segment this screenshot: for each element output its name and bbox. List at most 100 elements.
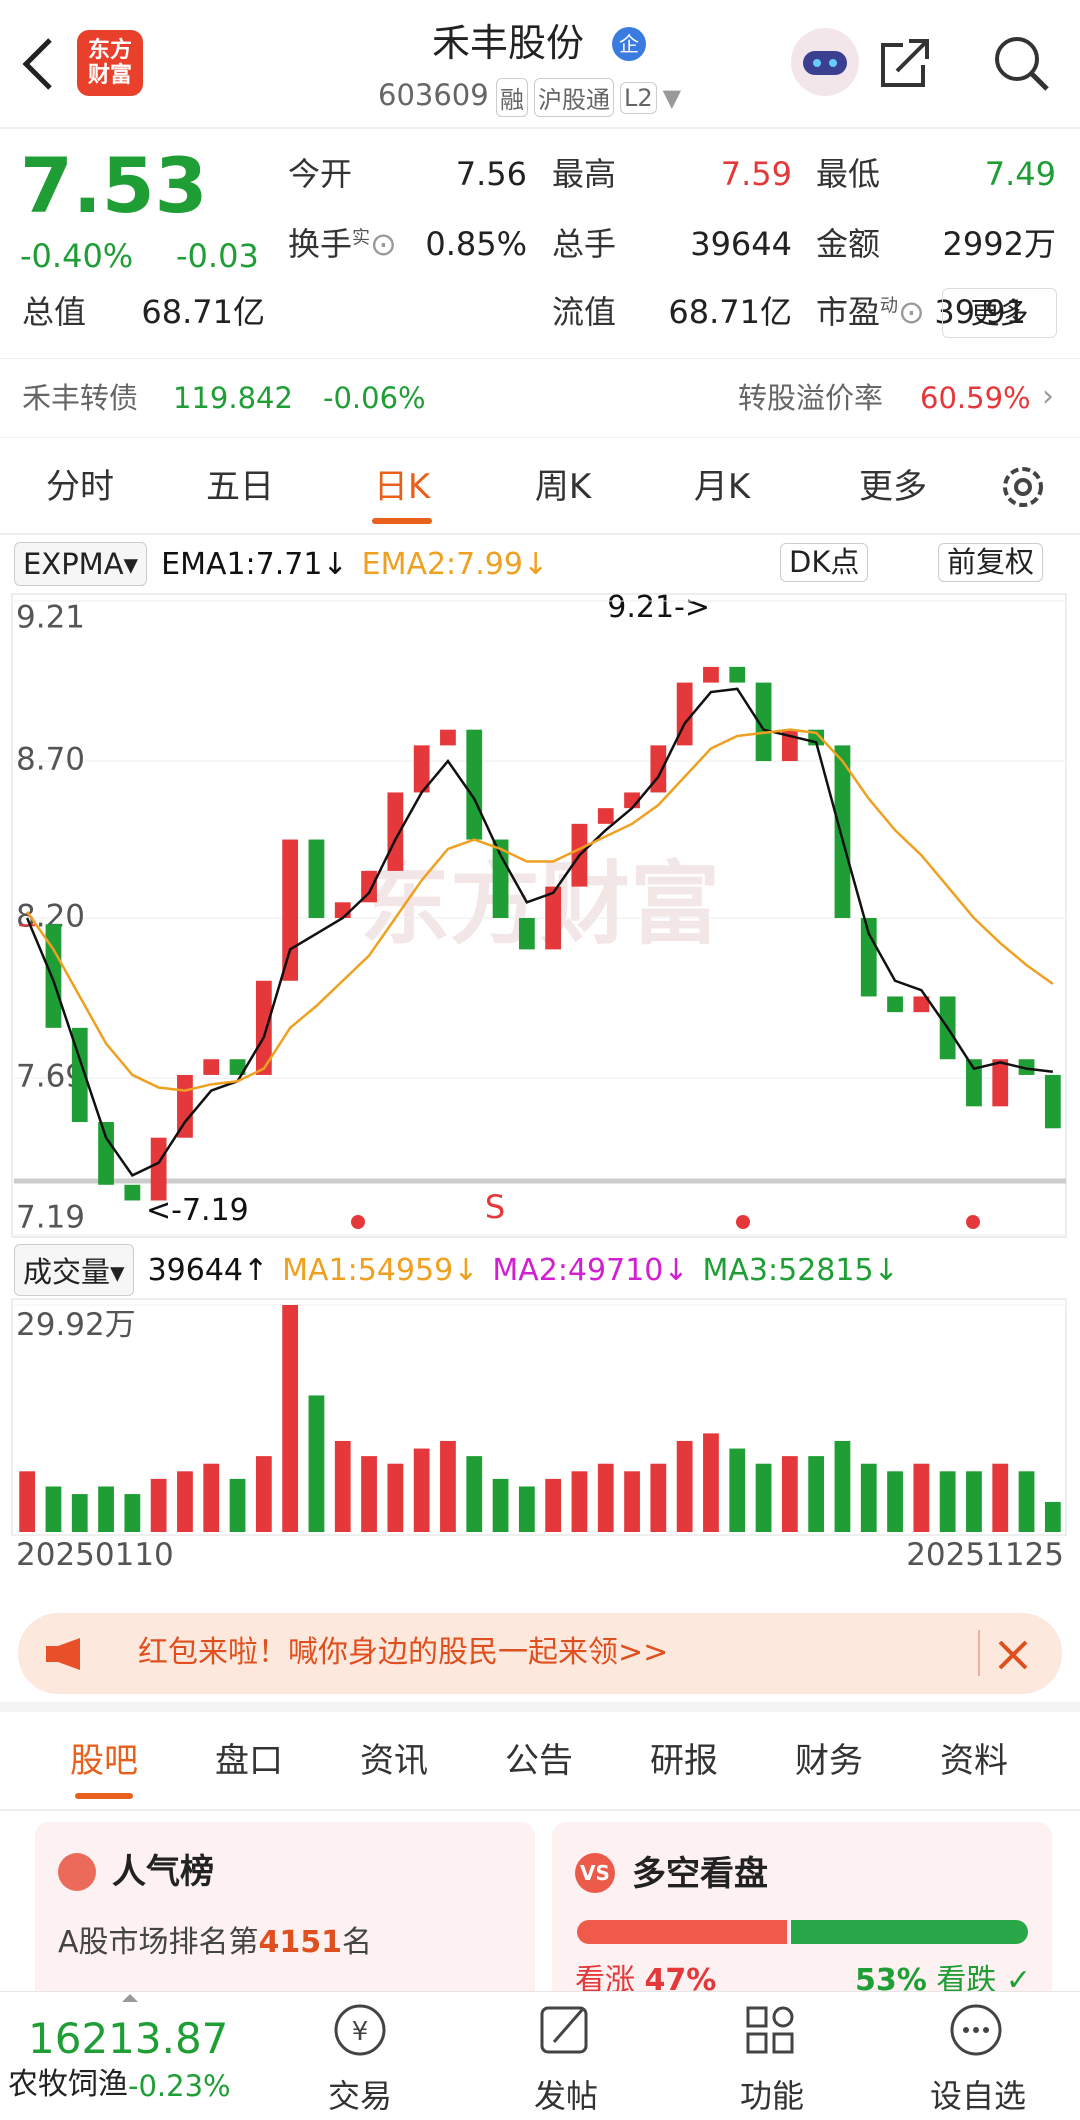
- section-tab[interactable]: 资讯: [360, 1741, 428, 1781]
- field-value: 2992万: [942, 225, 1056, 263]
- volume-bar: [1018, 1471, 1035, 1532]
- signal-dot: [736, 1215, 750, 1229]
- volume-bar: [966, 1471, 982, 1532]
- candle: [992, 1059, 1009, 1107]
- period-tab[interactable]: 日K: [373, 467, 431, 507]
- price-legend: EXPMA▾ EMA1:7.71↓ EMA2:7.99↓: [14, 542, 548, 586]
- ema-line: [25, 687, 1053, 1177]
- candle: [229, 1059, 246, 1075]
- dk-button[interactable]: DK点: [780, 543, 869, 582]
- index-change: -0.23%: [128, 2069, 231, 2103]
- volume-bar: [413, 1448, 430, 1532]
- nav-label[interactable]: 交易: [327, 2077, 392, 2115]
- sentiment-title: 多空看盘: [632, 1854, 768, 1894]
- y-tick-label: 9.21: [16, 600, 85, 636]
- rank-suffix: 名: [342, 1925, 373, 1960]
- candle: [966, 1059, 982, 1107]
- section-tab[interactable]: 盘口: [215, 1741, 283, 1781]
- nav-label[interactable]: 发帖: [533, 2077, 598, 2115]
- separator: [978, 1630, 980, 1676]
- candle: [466, 729, 483, 840]
- period-tab[interactable]: 周K: [534, 467, 592, 507]
- period-tab[interactable]: 五日: [206, 467, 274, 507]
- premium-label: 转股溢价率: [738, 381, 884, 415]
- field-label: 今开: [288, 155, 353, 193]
- candle: [729, 666, 746, 683]
- section-tab[interactable]: 资料: [940, 1741, 1008, 1781]
- section-tab[interactable]: 股吧: [70, 1741, 138, 1781]
- change: -0.03: [176, 237, 259, 275]
- up-triangle: [122, 1994, 138, 2002]
- banner-text: 红包来啦！喊你身边的股民一起来领>>: [138, 1635, 669, 1670]
- volume-bar: [518, 1486, 535, 1532]
- bond-row[interactable]: [0, 358, 1080, 438]
- index-value[interactable]: 16213.87: [28, 2014, 229, 2063]
- gap: [0, 1702, 1080, 1712]
- logo[interactable]: 东方 财富: [77, 30, 143, 96]
- more-button[interactable]: 更多: [942, 288, 1057, 338]
- nav-label[interactable]: 功能: [739, 2077, 804, 2115]
- candle: [255, 980, 272, 1075]
- y-tick-label: 29.92万: [16, 1307, 136, 1343]
- vs-icon: VS: [575, 1853, 615, 1893]
- volume-bar: [703, 1433, 719, 1532]
- ema-line: [26, 728, 1054, 1092]
- banner[interactable]: [18, 1613, 1062, 1694]
- adjust-button[interactable]: 前复权: [938, 543, 1044, 582]
- candle: [361, 870, 377, 903]
- volume-bar: [19, 1471, 36, 1532]
- back-icon[interactable]: [18, 36, 58, 92]
- period-tab[interactable]: 更多: [859, 467, 927, 507]
- section-tab[interactable]: 研报: [650, 1741, 718, 1781]
- close-icon[interactable]: [996, 1638, 1030, 1672]
- candle: [308, 839, 325, 918]
- candle: [887, 996, 903, 1013]
- field-label: 总手: [552, 225, 617, 263]
- volume-bar: [545, 1478, 562, 1532]
- candle: [334, 902, 351, 918]
- volume-bar: [282, 1305, 299, 1532]
- divider: [0, 1809, 1080, 1811]
- indicator-select[interactable]: EXPMA▾: [14, 542, 148, 586]
- candle: [19, 924, 36, 927]
- settings-icon[interactable]: [998, 462, 1048, 512]
- period-tab[interactable]: 分时: [46, 467, 114, 507]
- tab-underline: [372, 518, 432, 524]
- volume-bar: [808, 1456, 825, 1532]
- badge: 企: [612, 27, 646, 61]
- bond-change: -0.06%: [323, 381, 426, 415]
- legend-entry: MA3:52815↓: [702, 1252, 899, 1288]
- change-pct: -0.40%: [20, 237, 134, 275]
- section-tab[interactable]: 公告: [505, 1741, 573, 1781]
- volume-bar: [1044, 1501, 1061, 1532]
- volume-bar: [177, 1471, 193, 1532]
- candle: [860, 918, 877, 997]
- field-value: 7.56: [455, 155, 527, 193]
- annotation: 9.21->: [607, 590, 710, 625]
- field-label: 最高: [552, 155, 617, 193]
- info-icon[interactable]: ⊙: [898, 293, 925, 331]
- volume-bar: [913, 1463, 930, 1532]
- chevron: ›: [1042, 379, 1054, 414]
- nav-label[interactable]: 设自选: [929, 2077, 1026, 2115]
- rank-card[interactable]: [35, 1822, 535, 2002]
- legend: EMA1:7.71↓ EMA2:7.99↓: [161, 547, 548, 582]
- header-icons[interactable]: [785, 25, 1075, 105]
- signal-dot: [351, 1215, 365, 1229]
- indicator-select[interactable]: 成交量▾: [14, 1244, 134, 1296]
- svg-text:¥: ¥: [352, 2017, 369, 2047]
- volume-bar: [308, 1395, 325, 1532]
- bear-label: 看跌: [936, 1963, 997, 1998]
- candle: [98, 1122, 114, 1185]
- candle: [492, 839, 509, 918]
- info-icon[interactable]: ⊙: [370, 225, 397, 263]
- indicator: EXPMA: [23, 547, 124, 581]
- volume-bar: [939, 1471, 956, 1532]
- field-label: 总值: [22, 293, 87, 331]
- rank: 4151: [258, 1925, 343, 1960]
- sentiment-card[interactable]: [552, 1822, 1052, 2002]
- signal-dot: [966, 1215, 980, 1229]
- section-tab[interactable]: 财务: [795, 1741, 863, 1781]
- period-tab[interactable]: 月K: [693, 467, 751, 507]
- field-label: 流值: [552, 293, 617, 331]
